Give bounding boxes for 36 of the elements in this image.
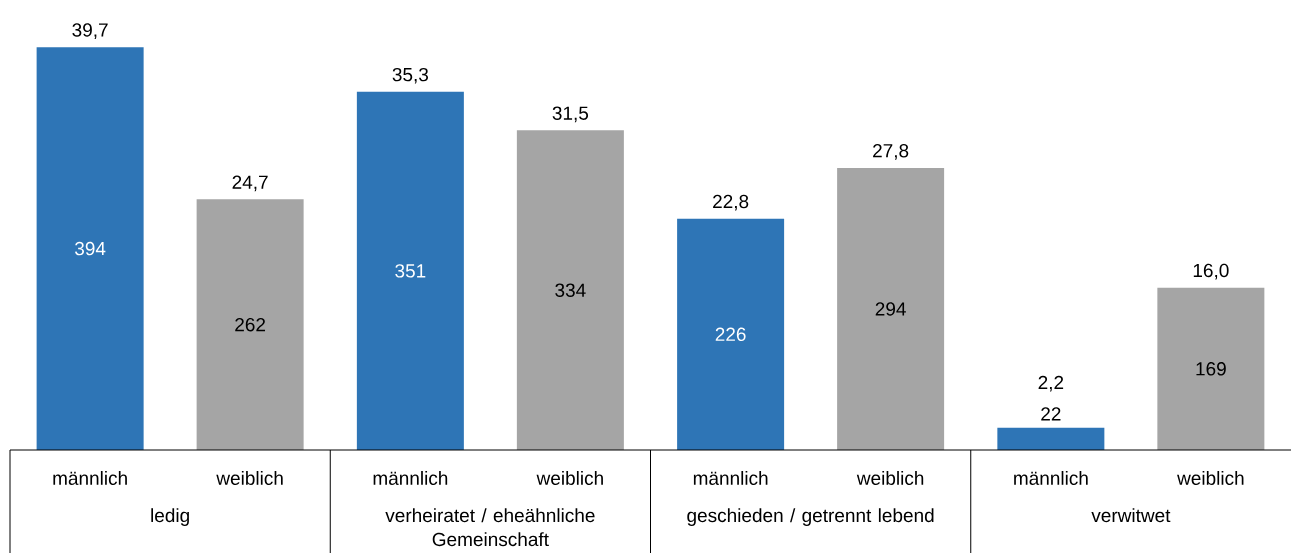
bar bbox=[837, 167, 945, 450]
annotation: 22 bbox=[1041, 407, 1061, 421]
bar bbox=[196, 199, 304, 450]
bar bbox=[677, 218, 785, 450]
annotation: 226 bbox=[715, 327, 746, 342]
annotation: 394 bbox=[74, 241, 106, 256]
text: weiblich bbox=[856, 471, 924, 485]
bar bbox=[1157, 287, 1265, 450]
x-tick-label: verwitwet bbox=[1091, 508, 1171, 523]
bar bbox=[36, 47, 144, 450]
text: männlich bbox=[373, 471, 448, 485]
bar bbox=[997, 427, 1105, 450]
data-label: 31,5 bbox=[552, 106, 589, 123]
x-tick-label: ledig bbox=[151, 508, 189, 526]
annotation: 294 bbox=[875, 302, 906, 316]
bar bbox=[516, 130, 624, 450]
data-label: 35,3 bbox=[392, 67, 429, 84]
annotation: 262 bbox=[235, 317, 266, 332]
annotation: 169 bbox=[1196, 362, 1226, 376]
data-label: 22,8 bbox=[713, 194, 749, 211]
series-label: weiblich bbox=[216, 471, 283, 485]
data-label: 39,7 bbox=[72, 23, 108, 39]
x-tick-label: geschieden / getrennt lebend bbox=[687, 508, 934, 526]
text: männlich bbox=[693, 471, 768, 485]
series-label: männlich bbox=[53, 471, 127, 485]
data-label: 24,7 bbox=[232, 175, 268, 192]
data-label: 2,2 bbox=[1038, 375, 1064, 392]
annotation: 351 bbox=[395, 264, 426, 278]
annotation: 334 bbox=[555, 283, 586, 297]
text: weiblich bbox=[1177, 471, 1244, 485]
text: männlich bbox=[1014, 471, 1088, 485]
data-label: 16,0 bbox=[1193, 263, 1229, 280]
bar bbox=[356, 91, 464, 450]
x-tick-label: verheiratet / eheähnliche Gemeinschaft bbox=[385, 508, 595, 547]
data-label: 27,8 bbox=[873, 143, 909, 160]
text: weiblich bbox=[536, 471, 603, 485]
